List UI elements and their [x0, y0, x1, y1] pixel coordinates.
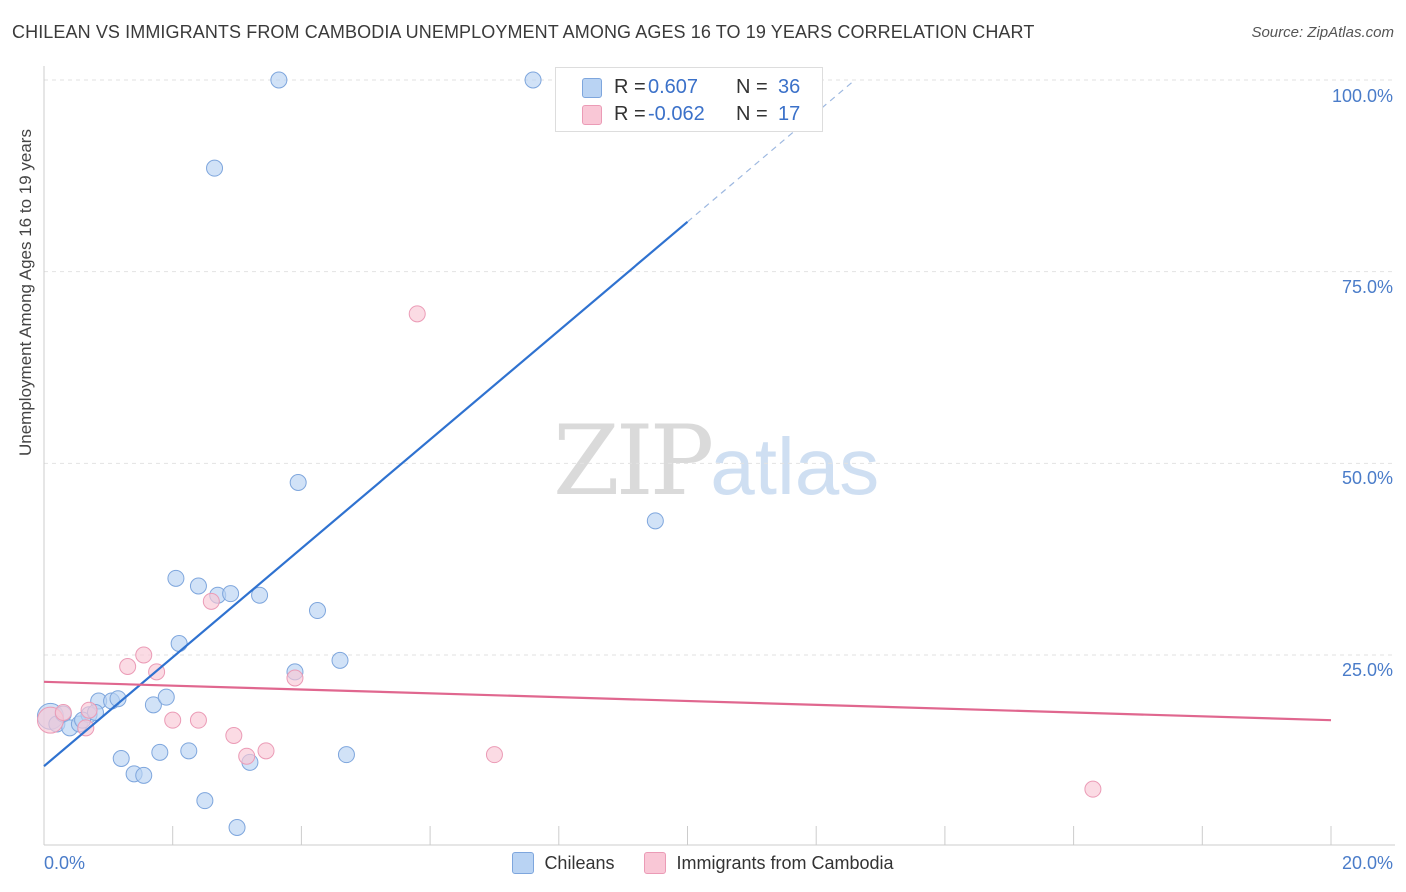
- y-tick-label-75: 75.0%: [1341, 277, 1393, 297]
- chilean-trend-extension: [687, 79, 856, 223]
- chilean-point: [222, 585, 240, 603]
- chilean-point: [135, 766, 153, 784]
- chilean-point: [170, 635, 188, 652]
- x-tick-label-min: 0.0%: [44, 853, 86, 873]
- cambodia-point: [202, 592, 220, 610]
- stats-row-chileans: R = 0.607 N = 36: [556, 73, 822, 101]
- stats-row-cambodia: R = -0.062 N = 17: [556, 100, 822, 128]
- stats-n-value: 17: [778, 103, 801, 125]
- legend-item-cambodia[interactable]: Immigrants from Cambodia: [644, 852, 894, 874]
- chilean-point: [196, 792, 214, 810]
- correlation-stats-box: R = 0.607 N = 36 R = -0.062 N = 17: [555, 67, 823, 132]
- chilean-point: [337, 746, 355, 764]
- chilean-point: [144, 696, 162, 714]
- watermark: ZIPatlas: [553, 405, 879, 517]
- legend-swatch-chileans: [512, 852, 535, 874]
- cambodia-point: [54, 704, 72, 721]
- chilean-point: [331, 651, 349, 669]
- y-tick-label-25: 25.0%: [1341, 660, 1393, 680]
- legend-item-chileans[interactable]: Chileans: [512, 852, 614, 874]
- cambodia-point: [257, 742, 275, 760]
- x-tick-label-max: 20.0%: [1341, 853, 1393, 873]
- cambodia-point: [225, 727, 243, 744]
- chilean-point: [180, 742, 198, 760]
- chilean-point: [646, 512, 664, 530]
- stats-r-value: -0.062: [648, 103, 705, 125]
- stats-r-label: R =: [614, 103, 646, 125]
- watermark-atlas: atlas: [710, 422, 880, 511]
- y-axis-label: Unemployment Among Ages 16 to 19 years: [16, 129, 35, 456]
- chart-title: CHILEAN VS IMMIGRANTS FROM CAMBODIA UNEM…: [12, 22, 1035, 42]
- cambodia-point: [189, 711, 207, 729]
- stats-r-label: R =: [614, 76, 646, 98]
- stats-swatch-chileans: [582, 78, 602, 98]
- cambodia-point: [119, 658, 137, 675]
- cambodia-point: [164, 711, 182, 729]
- cambodia-point: [80, 701, 98, 719]
- chilean-point: [167, 569, 185, 587]
- watermark-zip: ZIP: [553, 405, 714, 517]
- cambodia-point: [485, 746, 503, 764]
- stats-n-label: N =: [736, 103, 768, 125]
- y-tick-label-50: 50.0%: [1341, 468, 1393, 488]
- chilean-point: [228, 819, 246, 836]
- chilean-point: [157, 688, 175, 706]
- stats-n-value: 36: [778, 76, 801, 98]
- cambodia-point: [135, 646, 153, 664]
- chilean-point: [189, 577, 207, 595]
- stats-swatch-cambodia: [582, 105, 602, 125]
- chilean-point: [251, 586, 269, 604]
- cambodia-point: [286, 669, 304, 687]
- legend-label-cambodia: Immigrants from Cambodia: [676, 852, 894, 873]
- cambodia-trend-line: [43, 680, 1332, 722]
- cambodia-point: [408, 305, 426, 323]
- chilean-point: [524, 71, 542, 89]
- y-tick-label-100: 100.0%: [1331, 86, 1393, 106]
- chart-legend: Chileans Immigrants from Cambodia: [0, 852, 1406, 874]
- chilean-point: [308, 602, 326, 620]
- chilean-point: [151, 743, 169, 761]
- legend-label-chileans: Chileans: [544, 852, 615, 873]
- cambodia-point: [238, 747, 256, 765]
- cambodia-point: [1084, 780, 1102, 798]
- chilean-point: [289, 474, 307, 491]
- chilean-point: [109, 690, 127, 708]
- cambodia-point: [77, 719, 95, 737]
- chilean-point: [112, 750, 130, 767]
- source-credit: Source: ZipAtlas.com: [1251, 24, 1394, 41]
- stats-n-label: N =: [736, 76, 768, 98]
- chilean-trend-line: [43, 220, 689, 768]
- legend-swatch-cambodia: [644, 852, 667, 874]
- stats-r-value: 0.607: [648, 76, 699, 98]
- chilean-point: [206, 159, 224, 177]
- chilean-point: [270, 71, 288, 89]
